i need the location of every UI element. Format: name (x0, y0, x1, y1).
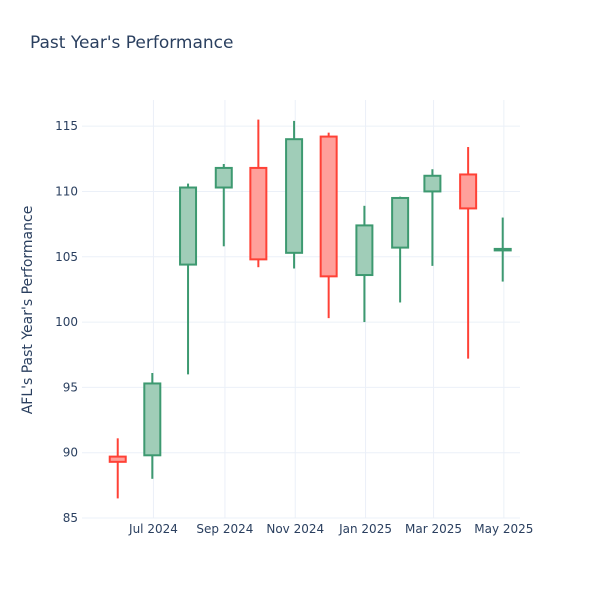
candle-decreasing (319, 132, 338, 319)
y-tick-label: 85 (63, 511, 78, 525)
candle-increasing (355, 205, 374, 323)
candle-body (249, 166, 268, 261)
x-tick-label: Sep 2024 (196, 522, 253, 536)
axes: 85 90 95 100 105 110 115 Jul 2024 Sep 2024 Nov 20… (55, 119, 533, 536)
y-tick-label: 110 (55, 184, 78, 198)
x-tick-label: May 2025 (474, 522, 533, 536)
candle-increasing (285, 120, 304, 269)
candle-body (285, 138, 304, 254)
candle-decreasing (108, 438, 127, 499)
x-tick-label: Jan 2025 (338, 522, 392, 536)
y-tick-label: 95 (63, 380, 78, 394)
y-axis-label: AFL's Past Year's Performance (20, 206, 36, 415)
y-tick-label: 90 (63, 446, 78, 460)
candle-body (355, 224, 374, 277)
candles (108, 119, 512, 499)
candle-body (319, 135, 338, 278)
candle-increasing (143, 373, 162, 479)
y-tick-label: 115 (55, 119, 78, 133)
candle-increasing (391, 196, 410, 303)
candle-body (214, 166, 233, 189)
x-tick-label: Mar 2025 (405, 522, 462, 536)
candle-body (179, 186, 198, 266)
candle-body (459, 173, 478, 210)
x-tick-label: Nov 2024 (266, 522, 324, 536)
candle-increasing (179, 183, 198, 375)
candle-body (391, 196, 410, 249)
candle-increasing (423, 169, 442, 266)
candle-body (108, 455, 127, 463)
y-tick-label: 105 (55, 250, 78, 264)
candle-body (143, 382, 162, 457)
x-tick-label: Jul 2024 (128, 522, 178, 536)
candle-increasing (493, 217, 512, 282)
candle-decreasing (459, 147, 478, 359)
candle-body (493, 247, 512, 252)
candle-decreasing (249, 119, 268, 268)
y-tick-label: 100 (55, 315, 78, 329)
chart-title: Past Year's Performance (30, 33, 234, 53)
candle-body (423, 174, 442, 193)
candle-increasing (214, 164, 233, 247)
